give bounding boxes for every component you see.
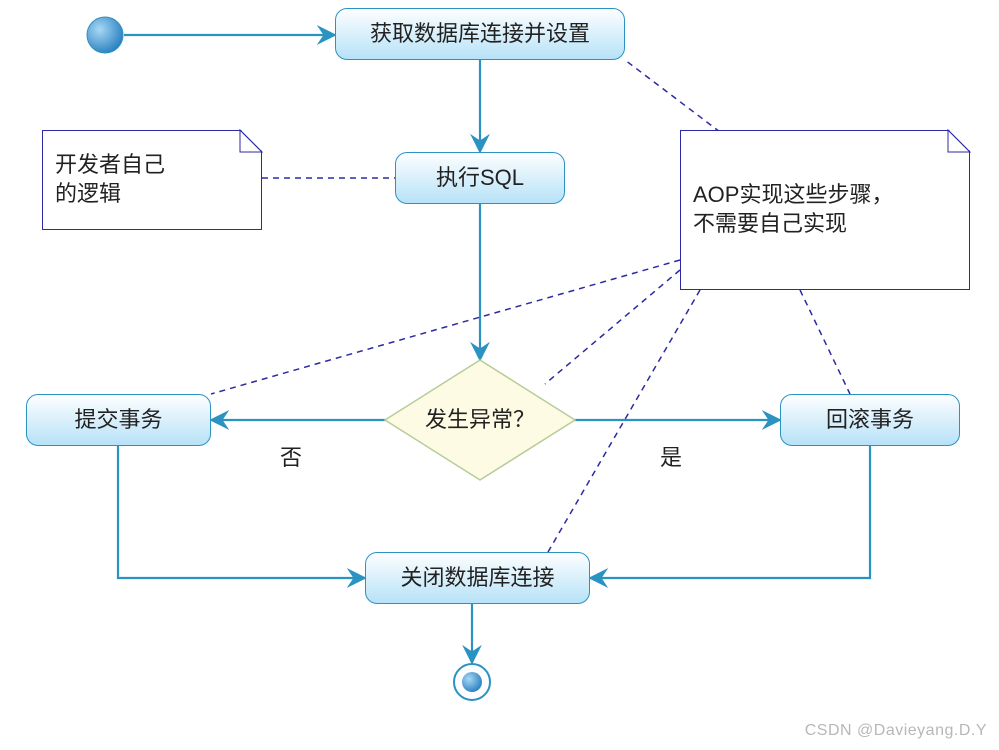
edge-label: 是 — [660, 440, 682, 472]
edge — [800, 290, 850, 394]
decision-node-d1: 发生异常？ — [385, 360, 575, 480]
watermark-text: CSDN @Davieyang.D.Y — [805, 722, 987, 740]
note-note_right: AOP实现这些步骤， 不需要自己实现 — [680, 130, 970, 290]
edge — [625, 60, 720, 132]
process-node-n1: 获取数据库连接并设置 — [335, 8, 625, 60]
edge — [590, 446, 870, 578]
note-note_left: 开发者自己 的逻辑 — [42, 130, 262, 230]
flow-diagram: 否 是 获取数据库连接并设置执行SQL 提交事务 回滚事务关闭数据库连接 发生异常？ 开发者… — [0, 0, 999, 750]
process-node-n5: 关闭数据库连接 — [365, 552, 590, 604]
edge-label: 否 — [280, 440, 302, 472]
process-node-n2: 执行SQL — [395, 152, 565, 204]
end-node-ring — [454, 664, 490, 700]
start-node — [87, 17, 123, 53]
process-node-n3: 提交事务 — [26, 394, 211, 446]
edge — [118, 446, 365, 578]
end-node-inner — [462, 672, 482, 692]
process-node-n4: 回滚事务 — [780, 394, 960, 446]
